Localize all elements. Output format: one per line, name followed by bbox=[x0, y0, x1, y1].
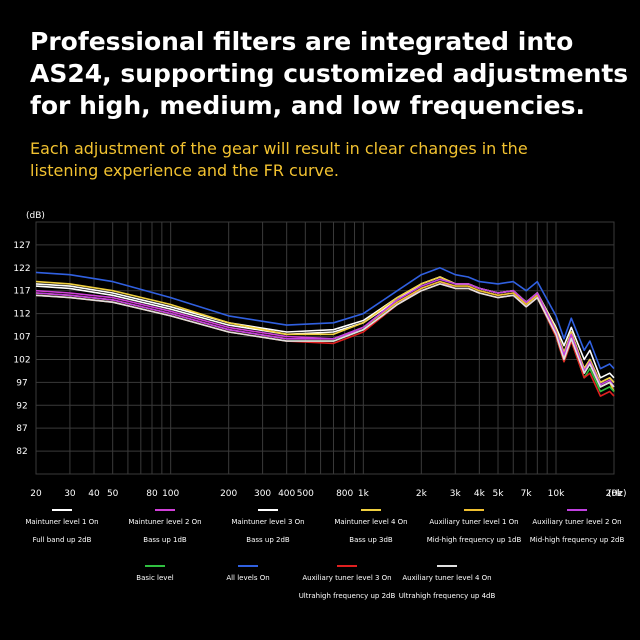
legend-label: Auxiliary tuner level 2 On bbox=[532, 518, 622, 526]
legend-description: Ultrahigh frequency up 2dB bbox=[298, 592, 396, 600]
legend-label: Auxiliary tuner level 4 On bbox=[402, 574, 492, 582]
legend-label: Maintuner level 3 On bbox=[231, 518, 305, 526]
x-tick-label: 4k bbox=[474, 489, 486, 499]
y-tick-label: 92 bbox=[16, 401, 27, 411]
x-tick-label: 7k bbox=[521, 489, 533, 499]
y-tick-label: 127 bbox=[13, 241, 30, 251]
legend-swatch bbox=[258, 509, 278, 511]
legend-description: Mid-high frequency up 2dB bbox=[529, 536, 625, 544]
legend-description: Ultrahigh frequency up 4dB bbox=[398, 592, 496, 600]
chart-series bbox=[35, 266, 615, 397]
x-tick-label: 20k bbox=[606, 489, 623, 499]
series-line-6 bbox=[35, 278, 615, 388]
legend-swatch bbox=[337, 565, 357, 567]
legend-description: Full band up 2dB bbox=[32, 536, 92, 544]
x-tick-label: 80 bbox=[146, 489, 158, 499]
x-tick-label: 40 bbox=[88, 489, 100, 499]
x-axis-unit: (Hz) bbox=[608, 489, 627, 499]
legend-swatch bbox=[361, 509, 381, 511]
legend-item: Maintuner level 2 On Bass up 1dB bbox=[113, 509, 217, 545]
legend-item: Auxiliary tuner level 4 On Ultrahigh freq… bbox=[395, 565, 499, 601]
legend-item: Maintuner level 3 On Bass up 2dB bbox=[216, 509, 320, 545]
legend-swatch bbox=[238, 565, 258, 567]
subheadline-line-2: listening experience and the FR curve. bbox=[30, 161, 339, 180]
x-tick-label: 1k bbox=[358, 489, 370, 499]
y-axis-unit: (dB) bbox=[26, 211, 45, 221]
legend-label: Maintuner level 2 On bbox=[128, 518, 202, 526]
legend-item: Auxiliary tuner level 1 On Mid-high frequ… bbox=[422, 509, 526, 545]
headline-line-3: for high, medium, and low frequencies. bbox=[30, 91, 586, 120]
y-tick-label: 112 bbox=[13, 310, 30, 320]
y-tick-label: 122 bbox=[13, 264, 30, 274]
y-tick-label: 87 bbox=[16, 424, 27, 434]
legend-item: Auxiliary tuner level 3 On Ultrahigh freq… bbox=[295, 565, 399, 601]
legend-item: Maintuner level 1 On Full band up 2dB bbox=[10, 509, 114, 545]
x-tick-label: 30 bbox=[64, 489, 76, 499]
headline-line-1: Professional filters are integrated into bbox=[30, 27, 574, 56]
legend-item: Maintuner level 4 On Bass up 3dB bbox=[319, 509, 423, 545]
legend-swatch bbox=[155, 509, 175, 511]
legend-description: Bass up 3dB bbox=[349, 536, 393, 544]
x-tick-label: 2k bbox=[416, 489, 428, 499]
x-tick-label: 3k bbox=[450, 489, 462, 499]
legend-description: Bass up 2dB bbox=[246, 536, 290, 544]
chart-axis-labels: 127 122 117 112 107 102 97 92 87 82 20 30 40 50 80 100 2… bbox=[13, 211, 626, 499]
legend-swatch bbox=[464, 509, 484, 511]
series-line-1 bbox=[35, 276, 615, 379]
legend-label: Maintuner level 4 On bbox=[334, 518, 408, 526]
x-tick-label: 500 bbox=[297, 489, 314, 499]
y-tick-label: 102 bbox=[13, 355, 30, 365]
y-tick-label: 107 bbox=[13, 333, 30, 343]
series-line-10 bbox=[35, 283, 615, 388]
legend-swatch bbox=[52, 509, 72, 511]
x-tick-label: 200 bbox=[220, 489, 237, 499]
x-tick-label: 800 bbox=[336, 489, 353, 499]
legend-label: Basic level bbox=[136, 574, 174, 582]
legend-item: Auxiliary tuner level 2 On Mid-high frequ… bbox=[525, 509, 629, 545]
legend-label: Auxiliary tuner level 1 On bbox=[429, 518, 519, 526]
x-tick-label: 20 bbox=[30, 489, 42, 499]
chart-grid bbox=[35, 221, 615, 475]
legend-label: Maintuner level 1 On bbox=[25, 518, 99, 526]
x-tick-label: 100 bbox=[162, 489, 179, 499]
x-tick-label: 400 bbox=[278, 489, 295, 499]
subheadline-line-1: Each adjustment of the gear will result … bbox=[30, 139, 528, 158]
y-tick-label: 97 bbox=[16, 378, 27, 388]
legend-label: All levels On bbox=[226, 574, 270, 582]
legend-swatch bbox=[437, 565, 457, 567]
x-tick-label: 10k bbox=[548, 489, 565, 499]
x-tick-label: 300 bbox=[254, 489, 271, 499]
y-tick-label: 117 bbox=[13, 287, 30, 297]
legend-swatch bbox=[145, 565, 165, 567]
x-tick-label: 50 bbox=[107, 489, 119, 499]
legend-description: Bass up 1dB bbox=[143, 536, 187, 544]
x-tick-label: 5k bbox=[493, 489, 505, 499]
legend-item: All levels On bbox=[196, 565, 300, 583]
legend-description: Mid-high frequency up 1dB bbox=[426, 536, 522, 544]
legend-label: Auxiliary tuner level 3 On bbox=[302, 574, 392, 582]
subheadline: Each adjustment of the gear will result … bbox=[30, 138, 630, 182]
series-line-8 bbox=[35, 266, 615, 370]
y-tick-label: 82 bbox=[16, 447, 27, 457]
headline-line-2: AS24, supporting customized adjustments bbox=[30, 59, 629, 88]
headline: Professional filters are integrated into… bbox=[30, 26, 630, 122]
legend-item: Basic level bbox=[103, 565, 207, 583]
legend-swatch bbox=[567, 509, 587, 511]
plot-frame bbox=[35, 221, 615, 475]
